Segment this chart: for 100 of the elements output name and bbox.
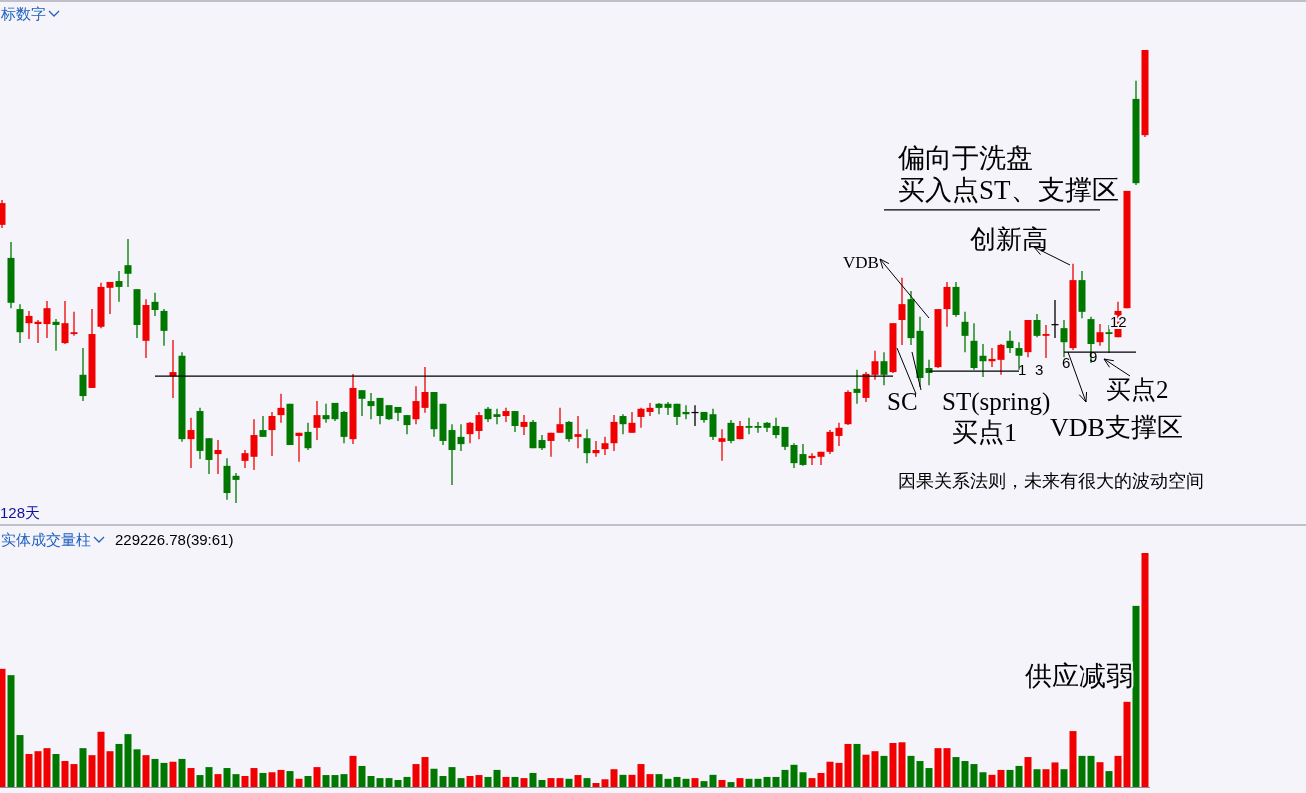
bar — [457, 778, 465, 787]
chart-subtitle: 229226.78(39:61) — [115, 531, 234, 548]
bar — [637, 764, 645, 787]
bar — [241, 776, 249, 787]
bar — [412, 764, 420, 787]
annotation: SC — [887, 388, 918, 415]
bar — [817, 772, 825, 787]
candlestick — [466, 421, 474, 444]
bar — [1132, 605, 1140, 787]
bar — [25, 754, 33, 787]
bar — [700, 781, 708, 787]
bar — [313, 767, 321, 787]
candlestick — [457, 423, 465, 452]
candlestick — [826, 429, 834, 455]
candlestick — [997, 343, 1005, 376]
annotation: 创新高 — [970, 225, 1048, 254]
candlestick — [16, 303, 24, 344]
bar — [97, 731, 105, 787]
bar — [574, 775, 582, 787]
bar — [142, 755, 150, 787]
text: 128天 — [0, 504, 41, 521]
candlestick — [268, 411, 276, 457]
bar — [1015, 765, 1023, 787]
annotation: 供应减弱 — [1025, 661, 1133, 691]
candlestick — [583, 428, 591, 464]
candlestick — [547, 432, 555, 458]
bar — [763, 776, 771, 787]
candlestick — [205, 437, 213, 475]
candlestick — [871, 350, 879, 381]
bar — [322, 775, 330, 787]
bar — [970, 764, 978, 787]
candlestick — [1105, 324, 1113, 354]
bar — [1123, 701, 1131, 787]
candlestick — [772, 417, 780, 439]
candlestick — [106, 281, 114, 315]
bar — [682, 778, 690, 787]
candlestick — [799, 443, 807, 467]
candlestick — [493, 408, 501, 425]
bar — [403, 776, 411, 787]
candlestick — [898, 277, 906, 346]
candlestick — [1042, 324, 1050, 359]
bar — [0, 668, 6, 787]
candlestick — [790, 442, 798, 469]
bar — [511, 776, 519, 787]
candlestick — [601, 436, 609, 456]
bar — [88, 755, 96, 787]
candlestick — [115, 270, 123, 303]
candlestick — [241, 449, 249, 469]
annotation: 1 — [1018, 361, 1027, 378]
candlestick — [160, 308, 168, 347]
bar — [196, 775, 204, 787]
bar — [925, 768, 933, 787]
candlestick — [556, 407, 564, 434]
bar — [655, 774, 663, 787]
bar — [619, 774, 627, 787]
bar — [1078, 755, 1086, 787]
bar — [934, 748, 942, 787]
candlestick — [0, 199, 6, 229]
candlestick — [151, 292, 159, 317]
candlestick — [475, 411, 483, 440]
annotation: 偏向于洗盘 — [898, 143, 1033, 173]
bar — [250, 768, 258, 787]
candlestick — [448, 423, 456, 486]
bar — [79, 748, 87, 787]
candlestick — [61, 300, 69, 345]
bar — [1069, 731, 1077, 787]
candlestick — [259, 415, 267, 438]
candlestick — [610, 414, 618, 452]
candlestick — [322, 403, 330, 424]
annotation: 12 — [1110, 313, 1127, 330]
candlestick — [718, 428, 726, 462]
candlestick — [1006, 330, 1014, 354]
candlestick — [502, 407, 510, 423]
bar — [520, 778, 528, 787]
candlestick — [1060, 319, 1068, 358]
bar — [475, 775, 483, 787]
candlestick — [655, 402, 663, 415]
bar — [34, 751, 42, 787]
bar — [538, 779, 546, 787]
bar — [880, 755, 888, 787]
bar — [1051, 762, 1059, 787]
candlestick — [70, 311, 78, 337]
bar — [115, 743, 123, 787]
bar — [367, 776, 375, 787]
annotation: 因果关系法则，未来有很大的波动空间 — [898, 471, 1204, 491]
candlestick — [628, 411, 636, 434]
bar — [178, 758, 186, 787]
bar — [754, 778, 762, 787]
bar — [1105, 771, 1113, 787]
bar — [1024, 757, 1032, 787]
candlestick — [214, 439, 222, 475]
bar — [295, 778, 303, 787]
bar — [376, 778, 384, 787]
bar — [430, 768, 438, 787]
bar — [349, 755, 357, 787]
bar — [331, 775, 339, 787]
bar — [70, 764, 78, 787]
bar — [106, 751, 114, 787]
bar — [961, 761, 969, 787]
bar — [1060, 769, 1068, 787]
